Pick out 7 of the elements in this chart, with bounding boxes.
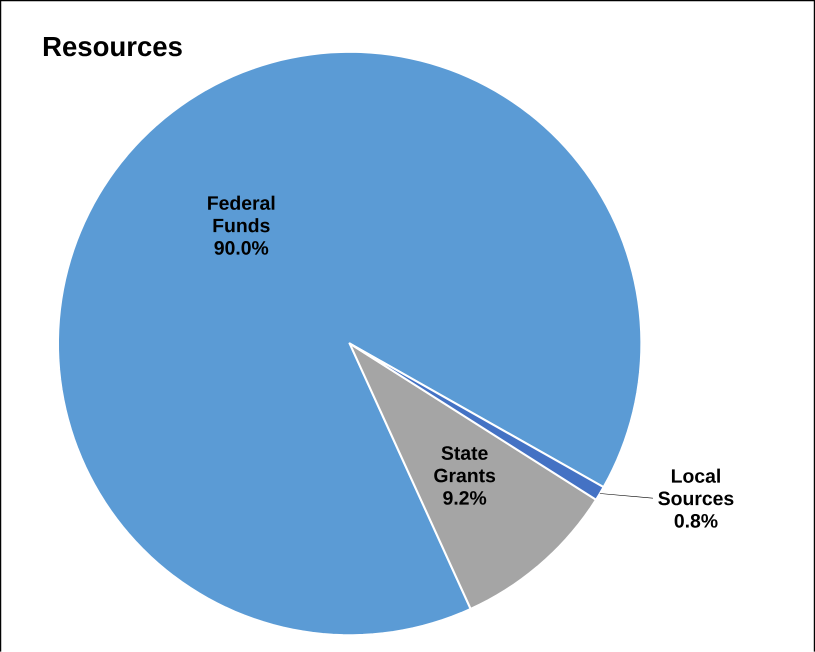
slice-label: Local Sources [658, 468, 734, 506]
data-label: 90.0% [214, 240, 268, 255]
slice-label: State Grants [434, 446, 496, 482]
data-label: 9.2% [443, 490, 486, 505]
data-label: 0.8% [674, 514, 718, 528]
chart-title: Resources [44, 36, 182, 56]
slice-label: Federal Funds [208, 196, 274, 232]
